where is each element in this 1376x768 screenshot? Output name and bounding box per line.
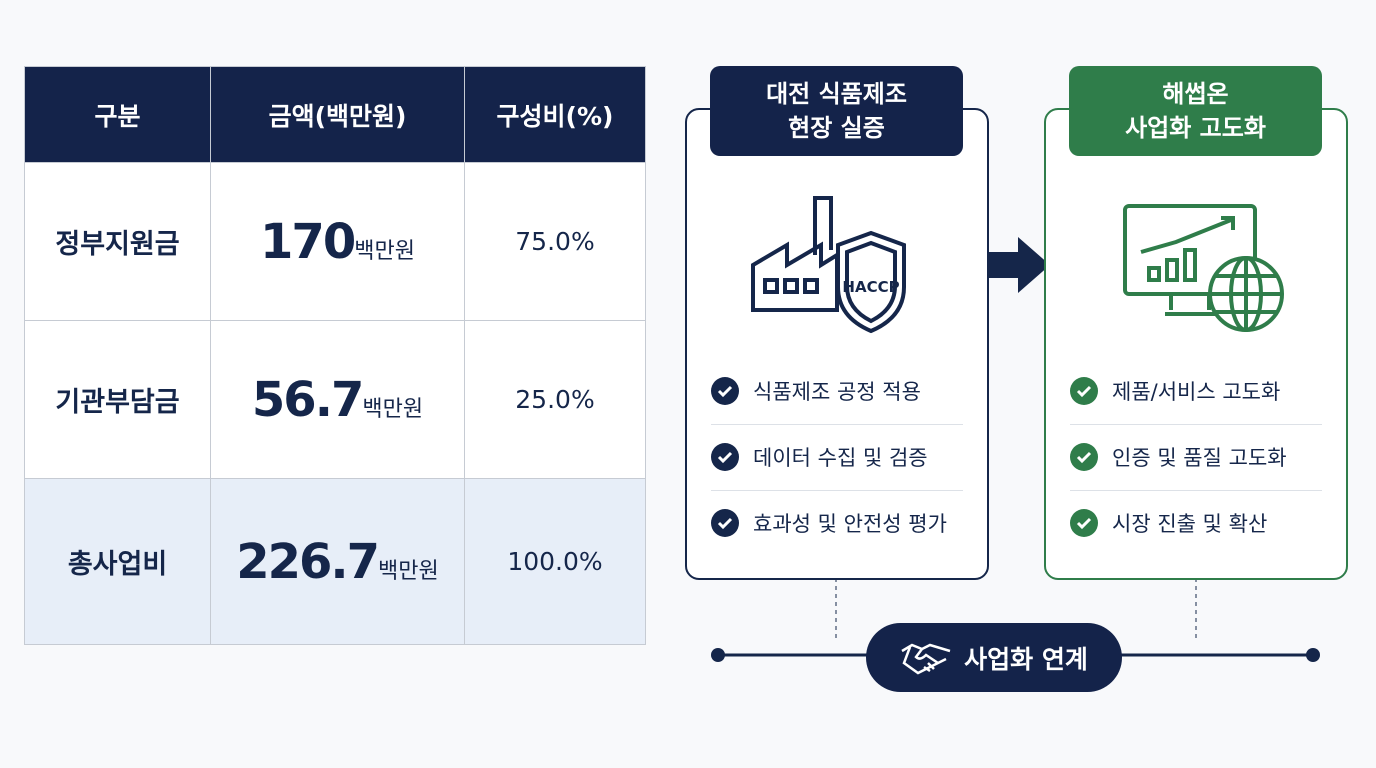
check-item: 식품제조 공정 적용 (711, 371, 963, 411)
badge-line: 현장 실증 (788, 114, 885, 142)
monitor-icon (1123, 204, 1284, 332)
row-label: 총사업비 (24, 478, 211, 645)
amount: 170 (260, 213, 356, 270)
left-card: HACCP 식품제조 공정 적용 데이터 수집 및 검증 효과성 및 안전성 평… (685, 108, 989, 580)
check-item: 제품/서비스 고도화 (1070, 371, 1322, 411)
share: 25.0% (464, 320, 646, 479)
header-cell: 구분 (24, 66, 211, 163)
unit: 백만원 (362, 396, 424, 422)
item-text: 식품제조 공정 적용 (753, 380, 921, 404)
right-card: 제품/서비스 고도화 인증 및 품질 고도화 시장 진출 및 확산 (1044, 108, 1348, 580)
amount: 226.7 (236, 533, 380, 590)
badge-line: 대전 식품제조 (766, 80, 907, 108)
budget-table: 구분 금액(백만원) 구성비(%) 정부지원금 170백만원 75.0% 기관부담금 56… (24, 66, 646, 645)
row-label: 기관부담금 (24, 320, 211, 479)
factory-icon: HACCP (751, 196, 906, 334)
item-text: 데이터 수집 및 검증 (753, 446, 928, 470)
amount-cell: 226.7백만원 (210, 478, 465, 645)
item-text: 시장 진출 및 확산 (1112, 512, 1268, 536)
item-text: 제품/서비스 고도화 (1112, 380, 1281, 404)
item-text: 효과성 및 안전성 평가 (753, 512, 947, 536)
check-item: 인증 및 품질 고도화 (1070, 437, 1322, 477)
link-pill: 사업화 연계 (866, 623, 1122, 692)
check-item: 효과성 및 안전성 평가 (711, 503, 963, 543)
icon-label: HACCP (842, 278, 899, 296)
header-cell: 금액(백만원) (210, 66, 465, 163)
unit: 백만원 (354, 238, 415, 264)
share: 75.0% (464, 162, 646, 321)
amount: 56.7 (251, 371, 364, 428)
amount-cell: 56.7백만원 (210, 320, 465, 479)
link-label: 사업화 연계 (964, 644, 1088, 674)
badge-line: 사업화 고도화 (1125, 114, 1266, 142)
handshake-icon (901, 643, 951, 674)
check-item: 시장 진출 및 확산 (1070, 503, 1322, 543)
unit: 백만원 (378, 558, 439, 584)
check-item: 데이터 수집 및 검증 (711, 437, 963, 477)
item-text: 인증 및 품질 고도화 (1112, 446, 1287, 470)
amount-cell: 170백만원 (210, 162, 465, 321)
share: 100.0% (464, 478, 646, 645)
row-label: 정부지원금 (24, 162, 211, 321)
badge-line: 해썹온 (1162, 80, 1229, 108)
